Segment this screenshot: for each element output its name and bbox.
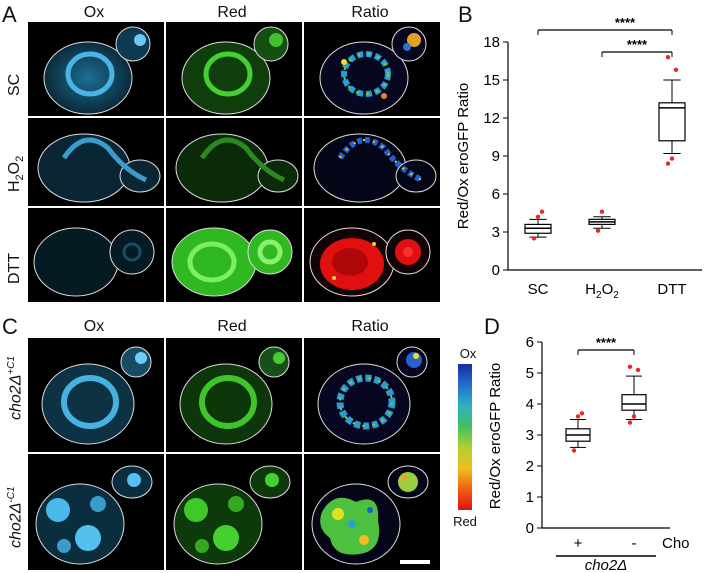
panel-letter-b: B — [458, 2, 473, 27]
outlier-point — [635, 367, 641, 373]
micrograph-h2o2-red — [166, 118, 302, 206]
y-tick-label: 3 — [526, 427, 534, 444]
y-tick-label: 3 — [492, 224, 500, 241]
scale-bar — [400, 560, 430, 564]
significance-label: **** — [627, 37, 648, 52]
column-header-ratio-c: Ratio — [351, 318, 389, 335]
group-label: cho2Δ — [585, 557, 628, 572]
cho-label: Cho — [662, 535, 690, 552]
y-tick-label: 6 — [492, 186, 500, 203]
y-tick-label: 18 — [483, 34, 500, 51]
column-header-ratio: Ratio — [351, 4, 389, 21]
row-label-cho2-minus: cho2Δ-C1 — [6, 486, 25, 548]
micrograph-sc-ratio — [304, 22, 440, 116]
row-label-sc: SC — [6, 73, 23, 96]
outlier-point — [599, 209, 605, 214]
micrograph-h2o2-ratio — [304, 118, 440, 206]
panel-letter-a: A — [2, 2, 17, 27]
micrograph-cho2-minus-ox — [28, 454, 164, 570]
outlier-point — [669, 156, 675, 161]
micrograph-dtt-red — [166, 208, 302, 302]
outlier-point — [627, 364, 633, 369]
micrograph-cho2-minus-ratio — [304, 454, 440, 570]
y-tick-label: 2 — [526, 458, 534, 475]
outlier-point — [535, 214, 541, 219]
outlier-point — [627, 420, 633, 425]
column-header-red: Red — [217, 4, 247, 21]
micrograph-sc-ox — [28, 22, 164, 116]
colorbar-label-bottom: Red — [453, 514, 477, 529]
micrograph-cho2-plus-ox — [28, 338, 164, 452]
micrograph-h2o2-ox — [28, 118, 164, 206]
row-label-h2o2: H2O2 — [6, 155, 27, 192]
y-tick-label: 0 — [492, 262, 500, 279]
micrograph-cho2-plus-ratio — [304, 338, 440, 452]
outlier-point — [571, 448, 577, 453]
column-header-red-c: Red — [217, 318, 247, 335]
y-tick-label: 15 — [483, 72, 500, 89]
outlier-point — [539, 209, 545, 214]
y-tick-label: 4 — [526, 396, 534, 413]
outlier-point — [579, 411, 585, 416]
ratio-colorbar — [458, 364, 472, 510]
box-plot-b: 0 3 6 9 12 15 18 SC H2O2 DTT Red/Ox eroGFP Ratio **… — [455, 15, 702, 301]
panel-letter-d: D — [484, 314, 500, 339]
colorbar-label-top: Ox — [459, 346, 477, 361]
y-axis-label: Red/Ox eroGFP Ratio — [455, 83, 472, 229]
y-tick-label: 0 — [526, 520, 534, 537]
outlier-point — [673, 67, 679, 73]
column-header-ox: Ox — [83, 4, 105, 21]
box — [658, 102, 686, 142]
micrograph-dtt-ratio — [304, 208, 440, 302]
x-tick-label: DTT — [657, 281, 686, 298]
significance-label: **** — [596, 335, 617, 350]
y-tick-label: 6 — [526, 334, 534, 351]
micrograph-sc-red — [166, 22, 302, 116]
y-axis-label: Red/Ox eroGFP Ratio — [487, 363, 504, 509]
column-header-ox-c: Ox — [83, 318, 105, 335]
significance-label: **** — [615, 15, 636, 30]
x-tick-label: + — [574, 535, 583, 552]
micrograph-cho2-minus-red — [166, 454, 302, 570]
micrograph-cho2-plus-red — [166, 338, 302, 452]
y-tick-label: 9 — [492, 148, 500, 165]
panel-letter-c: C — [2, 314, 18, 339]
y-tick-label: 12 — [483, 110, 500, 127]
outlier-point — [575, 414, 581, 419]
x-tick-label: - — [632, 535, 637, 552]
x-tick-label: SC — [528, 281, 549, 298]
y-tick-label: 5 — [526, 365, 534, 382]
outlier-point — [595, 228, 601, 233]
box-plot-d: 0 1 2 3 4 5 6 + - Cho cho2Δ Red/Ox eroGFP Ratio **** — [487, 334, 690, 572]
row-label-cho2-plus: cho2Δ+C1 — [6, 355, 25, 420]
outlier-point — [665, 55, 671, 60]
y-tick-label: 1 — [526, 489, 534, 506]
row-label-dtt: DTT — [6, 252, 23, 284]
outlier-point — [665, 161, 671, 166]
micrograph-dtt-ox — [28, 208, 164, 302]
box — [621, 394, 647, 411]
x-tick-label: H2O2 — [585, 281, 619, 301]
outlier-point — [631, 414, 637, 419]
outlier-point — [531, 236, 537, 241]
